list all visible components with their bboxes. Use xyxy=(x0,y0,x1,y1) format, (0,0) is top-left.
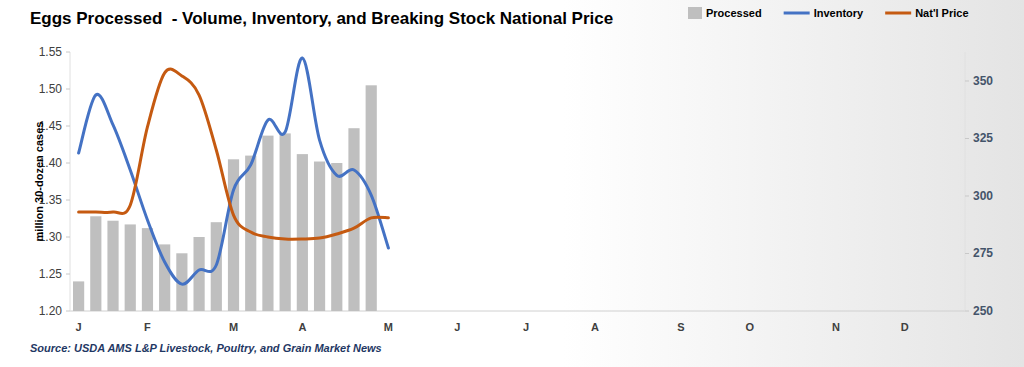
x-tick-label: J xyxy=(523,321,529,333)
bar xyxy=(73,281,84,311)
bar xyxy=(331,163,342,311)
y2-tick-label: 275 xyxy=(973,246,993,260)
x-tick-label: M xyxy=(229,321,238,333)
y-axis-label: million 30-dozen cases xyxy=(33,122,45,242)
x-tick-label: O xyxy=(746,321,755,333)
x-tick-label: A xyxy=(591,321,599,333)
x-tick-label: S xyxy=(677,321,684,333)
y-tick xyxy=(66,126,70,127)
y2-tick xyxy=(965,253,969,254)
y-tick xyxy=(66,237,70,238)
y-tick-label: 1.25 xyxy=(39,267,63,281)
line-1 xyxy=(79,58,389,284)
legend-swatch xyxy=(784,12,810,15)
legend: Processed Inventory Nat'l Price xyxy=(688,7,969,19)
source-note: Source: USDA AMS L&P Livestock, Poultry,… xyxy=(30,342,382,354)
plot-area xyxy=(73,58,388,311)
y-axis-line xyxy=(70,52,71,311)
y2-tick-label: 300 xyxy=(973,189,993,203)
y-tick xyxy=(66,163,70,164)
y2-tick-label: 350 xyxy=(973,74,993,88)
legend-swatch xyxy=(688,7,702,19)
legend-label: Inventory xyxy=(814,7,864,19)
bar xyxy=(125,224,136,311)
y2-axis-line xyxy=(965,52,966,311)
bar xyxy=(280,133,291,311)
x-tick-label: D xyxy=(901,321,909,333)
bar xyxy=(90,216,101,311)
y-tick xyxy=(66,200,70,201)
y-tick xyxy=(66,311,70,312)
y2-tick-label: 325 xyxy=(973,131,993,145)
y-tick xyxy=(66,52,70,53)
y-tick xyxy=(66,89,70,90)
bar xyxy=(142,228,153,311)
background xyxy=(0,0,1024,367)
y-tick-label: 1.55 xyxy=(39,45,63,59)
line-2 xyxy=(79,69,389,239)
x-tick-label: N xyxy=(832,321,840,333)
x-tick-label: M xyxy=(384,321,393,333)
x-tick-label: J xyxy=(454,321,460,333)
title: Eggs Processed - Volume, Inventory, and … xyxy=(30,9,613,28)
chart: Eggs Processed - Volume, Inventory, and … xyxy=(0,0,1024,367)
bar xyxy=(348,128,359,311)
y-tick-label: 1.50 xyxy=(39,82,63,96)
bar xyxy=(107,221,118,311)
y2-tick-label: 250 xyxy=(973,304,993,318)
x-tick-label: A xyxy=(298,321,306,333)
y2-tick xyxy=(965,138,969,139)
y2-tick xyxy=(965,311,969,312)
y2-tick xyxy=(965,195,969,196)
bar xyxy=(297,154,308,311)
y-tick xyxy=(66,274,70,275)
x-tick-label: F xyxy=(144,321,151,333)
legend-swatch xyxy=(885,12,911,15)
y-tick-label: 1.20 xyxy=(39,304,63,318)
legend-label: Nat'l Price xyxy=(915,7,968,19)
y2-tick xyxy=(965,80,969,81)
x-tick-label: J xyxy=(76,321,82,333)
legend-label: Processed xyxy=(706,7,762,19)
bar xyxy=(262,136,273,311)
